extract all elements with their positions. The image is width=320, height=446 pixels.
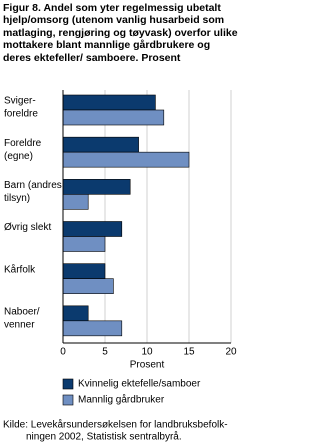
bar xyxy=(62,136,139,153)
y-tick-label: Barn (andres, xyxy=(4,180,65,191)
bar xyxy=(62,94,156,111)
bar xyxy=(62,194,89,210)
x-tick-label: 5 xyxy=(102,347,108,358)
legend-label: Mannlig gårdbruker xyxy=(78,394,165,406)
x-tick-label: 15 xyxy=(183,347,195,358)
bar xyxy=(62,109,165,126)
bar xyxy=(62,221,123,237)
legend-swatch xyxy=(62,378,74,390)
y-tick-label: Foreldre xyxy=(4,138,42,149)
legend-swatch xyxy=(62,394,74,406)
y-tick-label: Sviger- xyxy=(4,96,36,107)
bar xyxy=(62,236,106,252)
source-note: Kilde: Levekårsundersøkelsen for landbru… xyxy=(3,419,228,431)
source-note: ningen 2002, Statistisk sentralbyrå. xyxy=(26,431,182,443)
y-tick-label: venner xyxy=(4,319,35,330)
y-tick-label: (egne) xyxy=(4,151,33,162)
chart-title: Figur 8. Andel som yter regelmessig ubet… xyxy=(3,2,238,64)
bar xyxy=(62,320,123,337)
x-tick-label: 0 xyxy=(60,347,66,358)
bar xyxy=(62,278,114,294)
x-tick-label: 10 xyxy=(141,347,153,358)
y-tick-label: Kårfolk xyxy=(4,263,36,275)
legend-label: Kvinnelig ektefelle/samboer xyxy=(78,379,201,390)
y-tick-label: foreldre xyxy=(4,109,38,120)
y-tick-label: Øvrig slekt xyxy=(4,222,51,233)
y-tick-label: Naboer/ xyxy=(4,306,40,317)
chart: 0 5 10 15 20 Prosent Sviger-foreldre Foreldre (e… xyxy=(3,90,237,443)
x-tick-label: 20 xyxy=(225,347,237,358)
bar xyxy=(62,305,89,322)
y-tick-label: tilsyn) xyxy=(4,193,30,204)
bar xyxy=(62,179,131,195)
bar xyxy=(62,263,106,279)
page: {"chart_data": { "type": "hbar", "title"… xyxy=(3,2,238,443)
x-axis-label: Prosent xyxy=(130,360,165,371)
bar xyxy=(62,151,190,168)
